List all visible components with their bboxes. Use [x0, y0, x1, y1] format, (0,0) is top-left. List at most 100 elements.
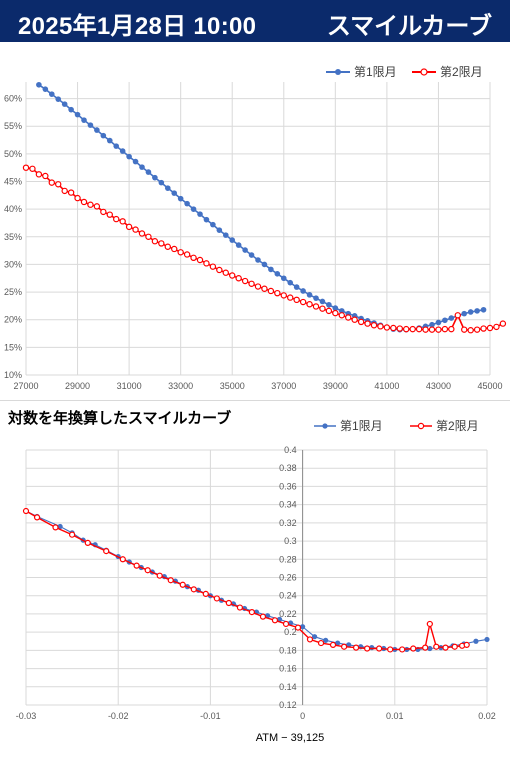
chart1-data-point — [332, 305, 339, 311]
chart1-data-point — [429, 321, 435, 328]
chart1-data-point — [319, 305, 326, 312]
chart1-y-tick-label: 40% — [4, 204, 22, 214]
chart1-data-point — [248, 280, 255, 287]
chart2-x-tick-label: -0.01 — [200, 711, 221, 721]
chart2-grid — [25, 449, 488, 706]
chart2-data-point — [225, 599, 232, 607]
chart2-data-point — [271, 617, 279, 624]
chart1-data-point — [171, 245, 178, 253]
chart2-x-tick-label: -0.02 — [108, 711, 129, 721]
chart2-data-point — [300, 624, 306, 630]
chart1-data-point — [106, 211, 113, 218]
chart1-data-point — [409, 325, 416, 333]
chart1-data-point — [338, 308, 345, 314]
chart1-data-point — [55, 181, 62, 188]
chart2-data-point — [52, 524, 59, 531]
chart1-x-tick-label: 29000 — [65, 381, 90, 391]
chart1-y-tick-label: 50% — [4, 149, 22, 159]
chart2-data-point — [202, 590, 209, 597]
chart2-series-2 — [22, 507, 470, 653]
legend-label: 第2限月 — [440, 65, 483, 79]
chart1-data-point — [325, 307, 333, 315]
chart1-data-point — [312, 303, 320, 310]
chart1-data-point — [113, 143, 120, 149]
chart1-series-2 — [22, 164, 507, 334]
chart1-data-point — [370, 322, 378, 329]
chart1-data-point — [164, 185, 171, 191]
header-title: スマイルカーブ — [326, 13, 492, 40]
chart1-data-point — [287, 279, 294, 286]
chart1-data-point — [345, 314, 352, 321]
chart2-data-point — [410, 645, 417, 652]
legend-marker — [420, 68, 428, 76]
chart1-data-point — [235, 242, 242, 248]
chart1-data-point — [241, 277, 249, 285]
chart1-data-point — [338, 312, 345, 319]
chart2-x-tick-label: 0.02 — [478, 711, 496, 721]
chart1-data-point — [415, 325, 423, 333]
chart2-data-point — [236, 604, 244, 611]
chart1-data-point — [299, 298, 307, 306]
chart2-data-point — [156, 572, 163, 579]
chart1-x-tick-label: 37000 — [271, 381, 296, 391]
chart1-data-point — [87, 201, 94, 208]
chart1-data-point — [235, 275, 242, 282]
chart2-data-point — [340, 643, 348, 650]
chart1-data-point — [119, 148, 126, 154]
chart2-y-tick-label: 0.12 — [279, 700, 297, 710]
chart1-data-point — [383, 324, 391, 331]
chart2-y-tick-label: 0.34 — [279, 500, 297, 510]
chart2-y-tick-label: 0.38 — [279, 463, 297, 473]
chart1-data-point — [435, 319, 442, 326]
chart1-data-point — [197, 211, 203, 217]
chart2-series-1 — [23, 508, 490, 653]
chart2-data-point — [306, 636, 314, 643]
chart1-x-tick-label: 45000 — [477, 381, 502, 391]
chart1-data-point — [74, 111, 81, 118]
log-annualized-chart: 0.12 0.14 0.16 0.18 0.2 0.22 0.24 0.26 0.28 0.3 0.… — [16, 419, 496, 744]
chart1-series-1 — [36, 81, 487, 333]
chart1-data-point — [113, 215, 120, 223]
chart1-data-point — [454, 312, 461, 319]
chart2-data-point — [335, 640, 341, 646]
chart1-x-tick-label: 27000 — [13, 381, 38, 391]
chart2-legend: 第1限月 第2限月 — [314, 419, 479, 433]
header-date: 2025年1月28日 10:00 — [18, 13, 257, 40]
chart1-data-point — [357, 318, 365, 326]
chart2-data-point — [317, 639, 325, 647]
chart1-y-tick-label: 30% — [4, 259, 22, 269]
chart1-y-tick-label: 20% — [4, 315, 22, 325]
chart2-data-point — [473, 638, 479, 644]
chart1-data-point — [448, 325, 455, 333]
chart1-data-point — [319, 298, 326, 305]
chart1-y-tick-label: 35% — [4, 232, 22, 242]
chart1-data-point — [306, 301, 313, 308]
chart1-data-point — [48, 91, 55, 97]
chart1-y-tick-label: 15% — [4, 342, 22, 352]
chart2-data-point — [144, 567, 151, 574]
chart2-series-line — [25, 510, 467, 651]
chart2-y-tick-label: 0.32 — [279, 518, 297, 528]
log-annualized-chart-panel: 0.12 0.14 0.16 0.18 0.2 0.22 0.24 0.26 0.28 0.3 0.… — [0, 401, 510, 765]
chart1-data-point — [203, 216, 210, 223]
chart1-data-point — [183, 251, 191, 258]
chart1-data-point — [274, 289, 281, 297]
chart2-data-point — [190, 586, 197, 593]
chart1-data-point — [268, 266, 274, 273]
chart1-data-point — [261, 261, 268, 268]
chart1-data-point — [364, 320, 371, 327]
chart2-data-point — [57, 523, 63, 530]
chart1-data-point — [442, 317, 448, 324]
chart1-legend: 第1限月 第2限月 — [326, 65, 483, 79]
chart1-data-point — [132, 226, 139, 233]
chart1-data-point — [177, 249, 184, 256]
chart2-data-point — [179, 581, 186, 588]
chart2-data-point — [422, 644, 429, 651]
chart1-data-point — [210, 221, 216, 228]
chart1-x-tick-label: 33000 — [168, 381, 193, 391]
chart1-data-point — [126, 153, 132, 160]
chart1-data-point — [332, 309, 339, 317]
chart1-data-point — [435, 326, 442, 333]
chart1-data-point — [474, 308, 480, 314]
chart1-series-line — [25, 166, 504, 332]
